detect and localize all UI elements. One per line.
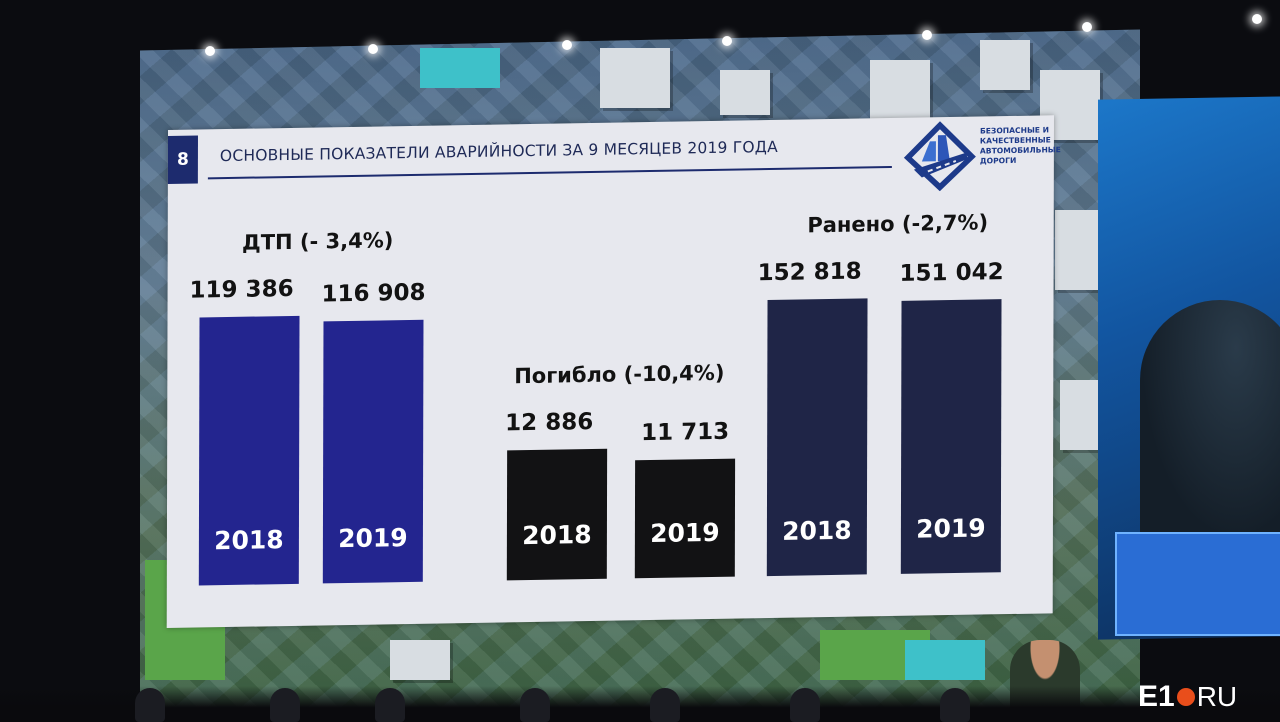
stage-light xyxy=(562,40,572,50)
bar-year-label: 2019 xyxy=(916,513,986,544)
value-label: 151 042 xyxy=(899,259,1004,287)
bar-year-label: 2019 xyxy=(650,517,720,549)
e1-watermark: E1 RU xyxy=(1138,680,1237,714)
building xyxy=(980,40,1030,90)
bar-1-2019: 2019 xyxy=(634,458,736,579)
audience-head xyxy=(520,688,550,722)
bar-year-label: 2019 xyxy=(338,523,408,554)
bar-year-label: 2018 xyxy=(522,519,592,551)
building xyxy=(1060,380,1100,450)
group-label: ДТП (- 3,4%) xyxy=(241,228,394,255)
audience-head xyxy=(790,688,820,722)
officer-on-screen xyxy=(1140,300,1280,540)
water-area xyxy=(905,640,985,680)
stage-light xyxy=(722,36,732,46)
group-label: Погибло (-10,4%) xyxy=(514,360,725,389)
program-logo: БЕЗОПАСНЫЕ И КАЧЕСТВЕННЫЕ АВТОМОБИЛЬНЫЕ … xyxy=(900,117,1061,192)
bar-0-2019: 2019 xyxy=(322,319,424,584)
audience xyxy=(0,686,1280,722)
bar-2-2018: 2018 xyxy=(766,298,868,577)
bar-2-2019: 2019 xyxy=(900,299,1002,574)
stage-light xyxy=(205,46,215,56)
value-label: 152 818 xyxy=(757,258,862,287)
bar-year-label: 2018 xyxy=(214,525,284,556)
building xyxy=(870,60,930,120)
building xyxy=(600,48,670,108)
audience-head xyxy=(940,688,970,722)
audience-head xyxy=(375,688,405,722)
bar-0-2018: 2018 xyxy=(198,315,300,586)
building xyxy=(720,70,770,115)
watermark-e1: E1 xyxy=(1138,680,1175,713)
value-label: 119 386 xyxy=(189,275,294,304)
audience-head xyxy=(650,688,680,722)
accident-stats-chart: 2018 119 386 2019 116 908 ДТП (- 3,4%) 2018 12… xyxy=(167,115,1054,628)
value-label: 12 886 xyxy=(505,408,594,437)
value-label: 11 713 xyxy=(641,418,730,447)
group-label: Ранено (-2,7%) xyxy=(807,210,989,238)
audience-head xyxy=(270,688,300,722)
building xyxy=(1055,210,1100,290)
watermark-dot-icon xyxy=(1176,688,1195,706)
stage-light xyxy=(1082,22,1092,32)
stage-light xyxy=(922,30,932,40)
stage-light xyxy=(368,44,378,54)
audience-head xyxy=(135,688,165,722)
bar-year-label: 2018 xyxy=(782,515,852,546)
value-label: 116 908 xyxy=(321,279,426,308)
stage-light xyxy=(1252,14,1262,24)
road-logo-icon xyxy=(903,121,976,192)
water-area xyxy=(420,48,500,88)
presentation-slide: 8 ОСНОВНЫЕ ПОКАЗАТЕЛИ АВАРИЙНОСТИ ЗА 9 М… xyxy=(166,115,1061,629)
slide-header: 8 ОСНОВНЫЕ ПОКАЗАТЕЛИ АВАРИЙНОСТИ ЗА 9 М… xyxy=(167,115,1061,192)
watermark-ru: RU xyxy=(1196,681,1238,712)
bar-1-2018: 2018 xyxy=(506,448,608,581)
side-screen-caption-bar xyxy=(1115,532,1280,636)
building xyxy=(390,640,450,680)
